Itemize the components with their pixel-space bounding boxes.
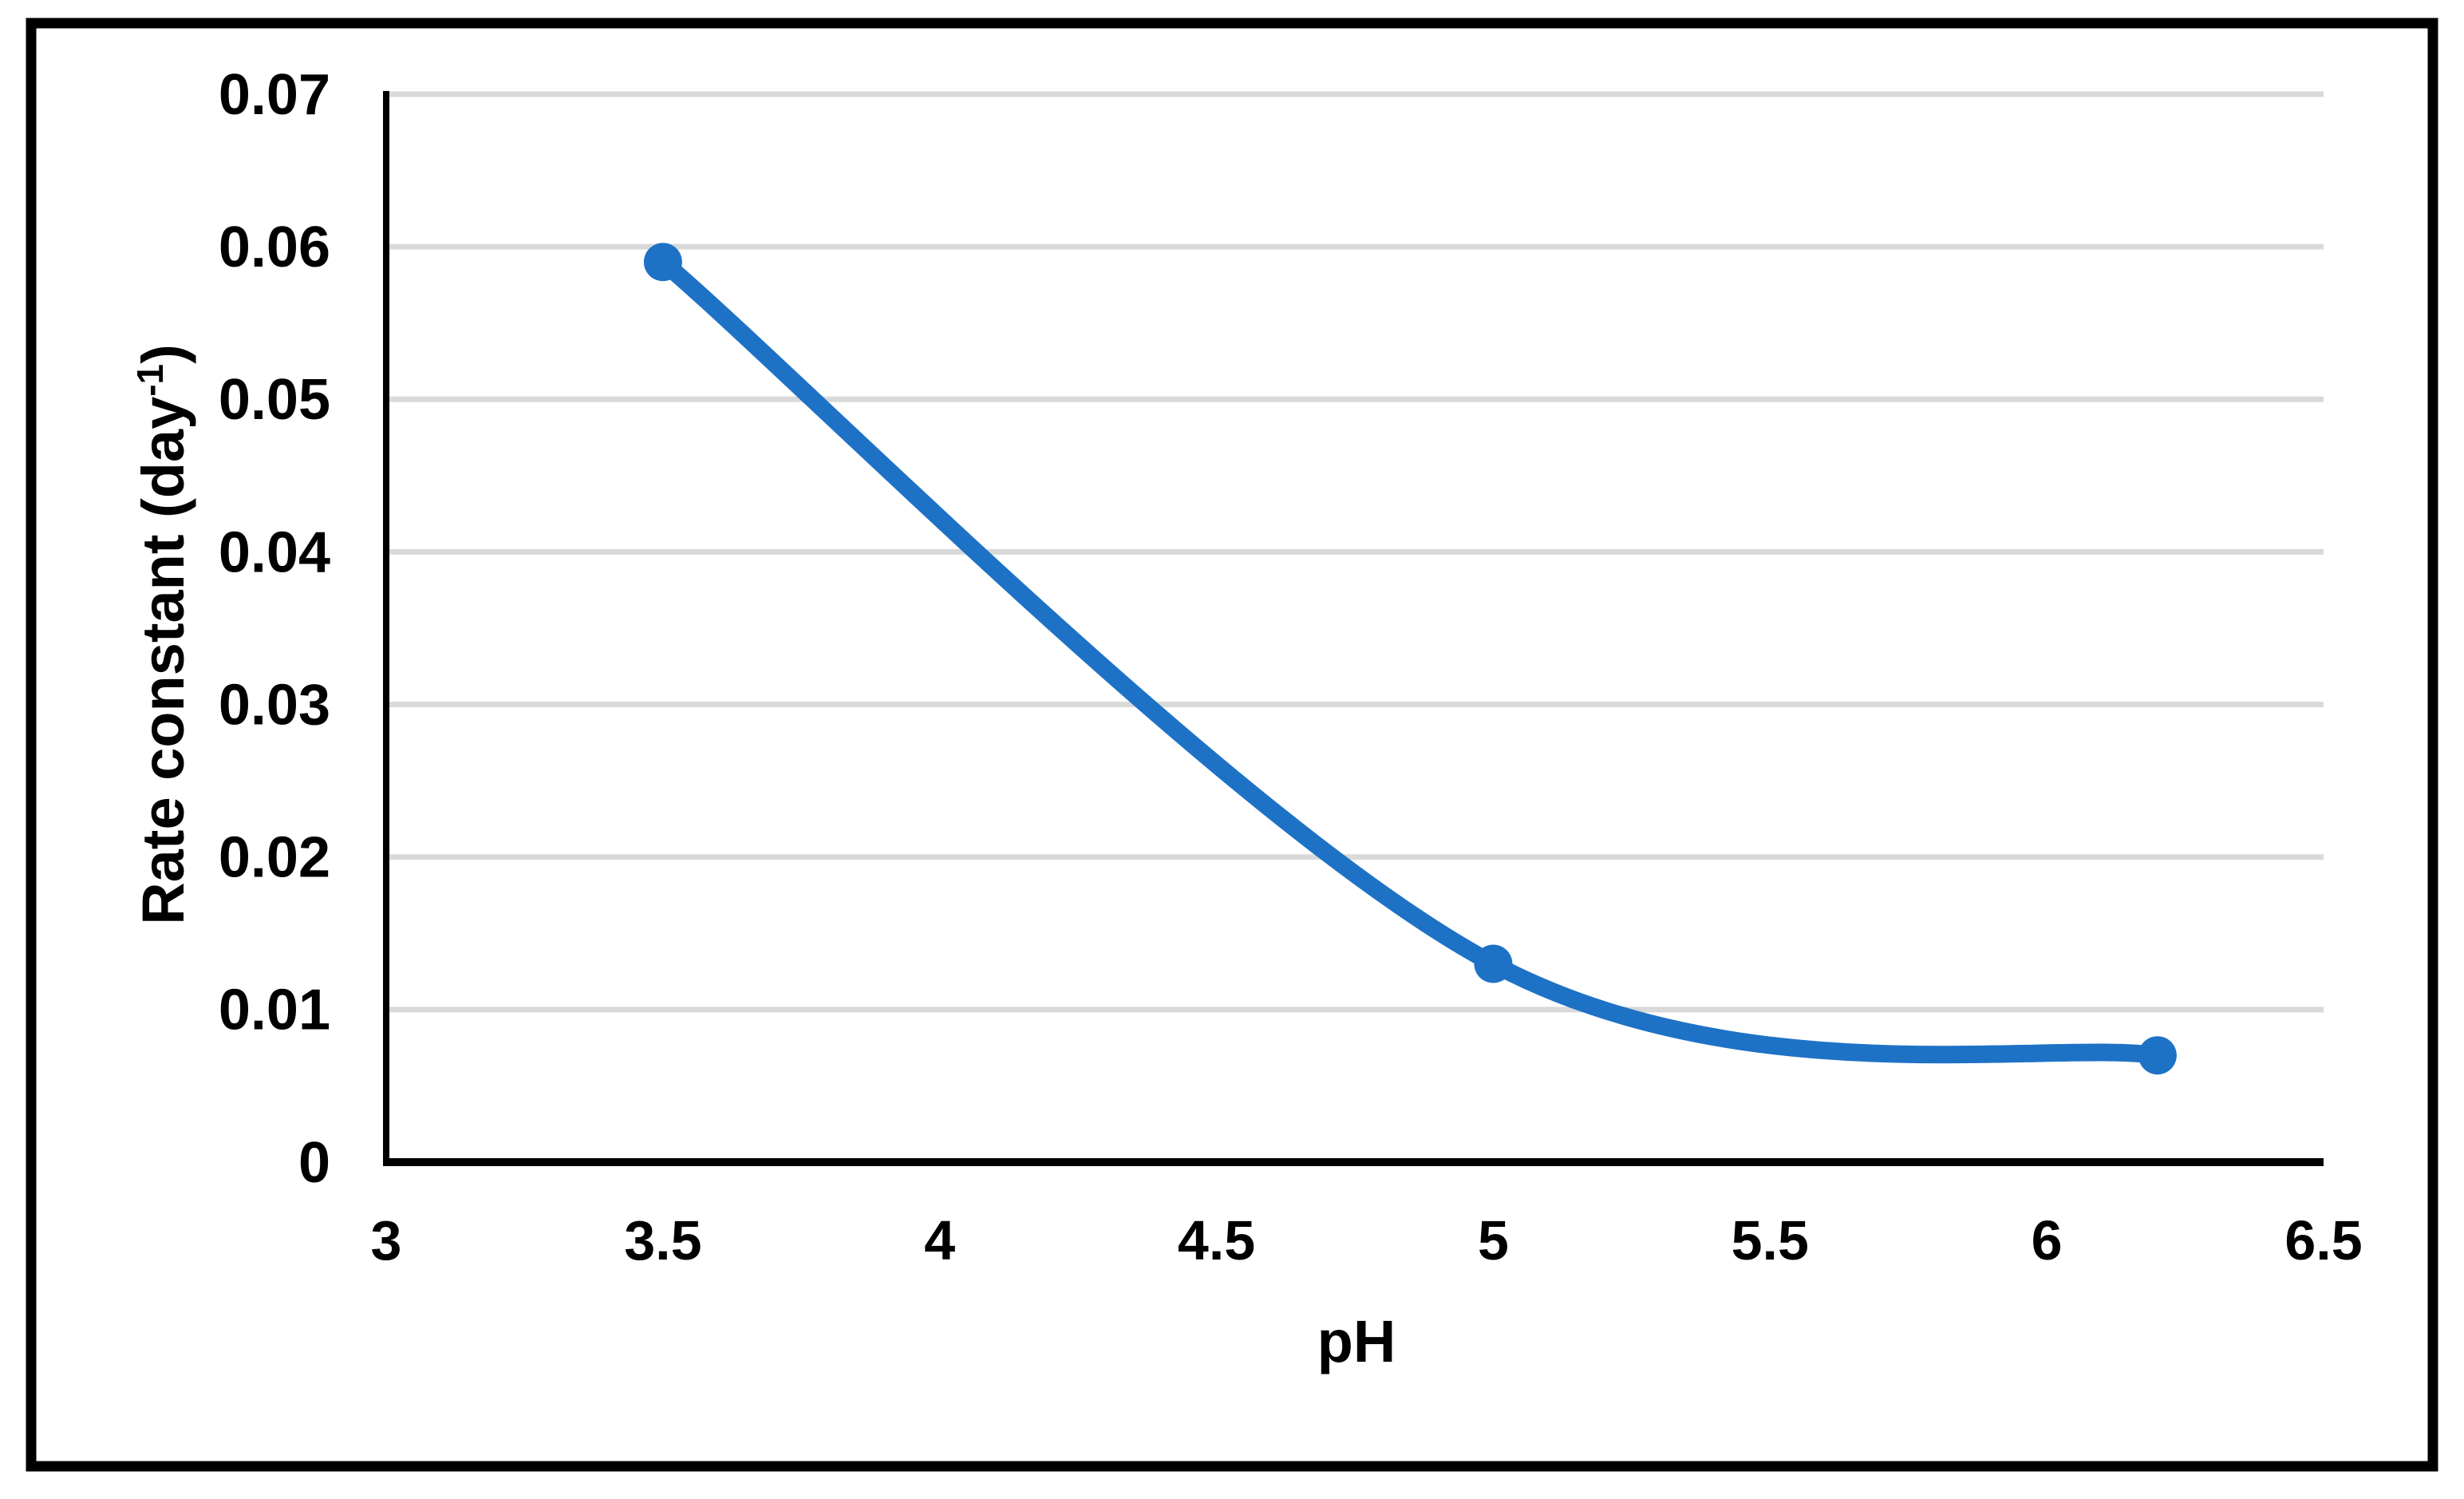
figure-border bbox=[26, 18, 2438, 1472]
x-tick-label: 3.5 bbox=[624, 1209, 701, 1272]
y-tick-label: 0.03 bbox=[219, 673, 330, 737]
x-tick-label: 4 bbox=[924, 1209, 955, 1272]
data-point-marker bbox=[643, 243, 682, 282]
y-tick-label: 0.01 bbox=[219, 979, 330, 1042]
y-tick-label: 0.05 bbox=[219, 368, 330, 432]
data-point-marker bbox=[2138, 1036, 2177, 1075]
x-tick-label: 5 bbox=[1478, 1209, 1509, 1272]
y-tick-label: 0.07 bbox=[219, 63, 330, 127]
x-tick-label: 6 bbox=[2032, 1209, 2063, 1272]
y-tick-label: 0.06 bbox=[219, 216, 330, 279]
series-curve bbox=[654, 253, 2166, 1065]
x-tick-label: 6.5 bbox=[2284, 1209, 2362, 1272]
x-axis-title: pH bbox=[1317, 1308, 1396, 1374]
y-tick-label: 0.04 bbox=[219, 520, 330, 584]
x-tick-label: 4.5 bbox=[1178, 1209, 1255, 1272]
y-tick-label: 0 bbox=[298, 1131, 330, 1195]
x-tick-label: 5.5 bbox=[1732, 1209, 1809, 1272]
y-axis-title: Rate constant (day-1) bbox=[129, 344, 196, 925]
data-point-marker bbox=[1474, 944, 1513, 983]
y-tick-label: 0.02 bbox=[219, 826, 330, 890]
x-tick-label: 3 bbox=[371, 1209, 402, 1272]
